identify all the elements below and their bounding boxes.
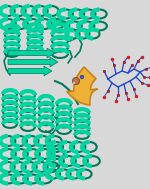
- Ellipse shape: [72, 77, 80, 84]
- Ellipse shape: [80, 75, 84, 79]
- Polygon shape: [8, 48, 55, 58]
- FancyArrowPatch shape: [67, 67, 97, 105]
- Ellipse shape: [73, 82, 75, 84]
- Polygon shape: [8, 66, 52, 76]
- Polygon shape: [8, 57, 58, 67]
